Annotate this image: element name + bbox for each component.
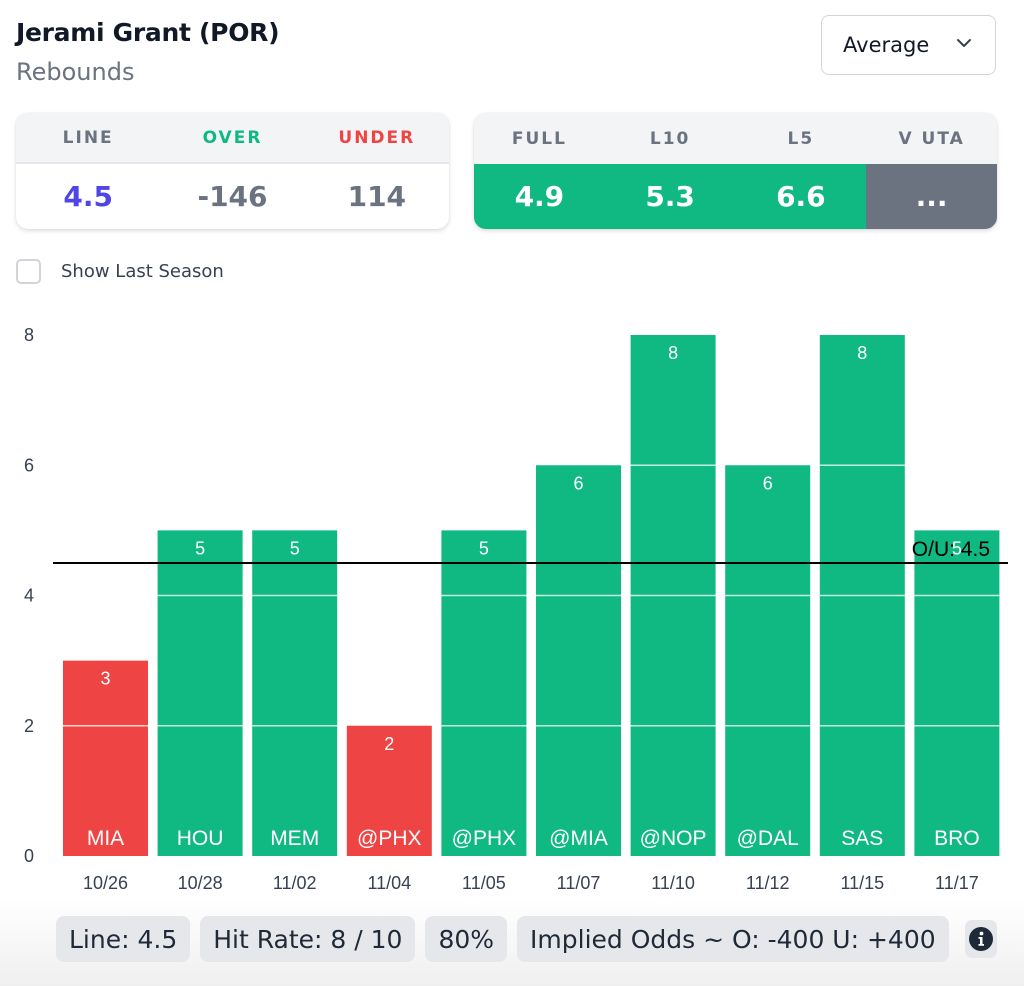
x-tick-label: 11/15 [840,873,884,893]
bar [157,530,243,856]
bar-opponent-label: @NOP [640,827,707,850]
bar [441,530,527,856]
bar-value-label: 6 [763,473,773,493]
rebounds-bar-chart: 0 2 4 6 8 3 MIA 10/26 5 HOU 10/28 5 MEM 11/02 2 @PHX 11/… [24,325,1008,893]
line-odds-card: LINE OVER UNDER 4.5 -146 114 [16,113,449,229]
player-title: Jerami Grant (POR) [16,18,280,47]
bar [346,725,432,856]
show-last-season-checkbox[interactable] [16,259,41,284]
mode-select[interactable]: Average [821,15,996,75]
bar-value-label: 3 [100,669,110,689]
bar [536,465,621,856]
over-header: OVER [202,127,263,148]
vs-opponent-header: V UTA [898,128,965,149]
info-button[interactable] [964,920,997,958]
bar-opponent-label: @PHX [357,827,422,850]
bar-value-label: 5 [952,538,962,558]
y-tick-label: 8 [24,325,34,345]
show-last-season-toggle[interactable]: Show Last Season [16,259,224,284]
full-header: FULL [511,128,567,149]
under-header: UNDER [338,127,416,148]
bar-value-label: 8 [857,343,867,363]
line-header: LINE [62,127,114,148]
under-odds-value: 114 [347,180,407,213]
y-tick-label: 0 [24,846,34,866]
bar-opponent-label: SAS [841,827,883,850]
ou-reference-label: O/U: 4.5 [912,538,990,561]
line-value: 4.5 [63,180,113,213]
implied-odds-pill: Implied Odds ~ O: -400 U: +400 [517,916,949,962]
summary-pills: Line: 4.5 Hit Rate: 8 / 10 80% Implied O… [56,916,997,962]
x-tick-label: 11/10 [651,873,695,893]
x-tick-label: 11/04 [367,873,411,893]
info-icon [968,927,993,951]
bar-value-label: 5 [479,538,489,558]
bar-opponent-label: MIA [87,827,124,850]
bar-opponent-label: @MIA [549,827,608,850]
bar-opponent-label: @PHX [452,827,517,850]
bar-value-label: 5 [195,538,205,558]
x-tick-label: 11/05 [462,873,506,893]
vs-opponent-avg-value: ... [866,164,997,229]
x-tick-label: 10/28 [178,873,223,893]
bar-opponent-label: @DAL [737,827,799,850]
y-tick-label: 6 [24,455,34,475]
bar-opponent-label: MEM [270,827,319,850]
l5-avg-value: 6.6 [735,164,867,229]
bar [725,465,811,856]
x-tick-label: 11/17 [935,873,979,893]
bar-value-label: 8 [668,343,678,363]
hit-percent-pill: 80% [425,916,508,962]
over-odds-value: -146 [197,180,268,213]
bar-value-label: 5 [290,538,300,558]
mode-select-value: Average [843,33,930,57]
bar-value-label: 2 [384,734,394,754]
chevron-down-icon [957,39,971,47]
bar [252,530,338,856]
bar [914,530,1000,856]
x-tick-label: 11/02 [273,873,317,893]
l5-header: L5 [787,128,815,149]
bar-opponent-label: BRO [934,827,980,850]
y-tick-label: 2 [24,716,34,736]
bar-value-label: 6 [573,473,583,493]
x-tick-label: 11/07 [557,873,601,893]
hit-rate-pill: Hit Rate: 8 / 10 [200,916,416,962]
line-pill: Line: 4.5 [56,916,191,962]
l10-avg-value: 5.3 [604,164,736,229]
x-tick-label: 10/26 [83,873,128,893]
full-avg-value: 4.9 [474,164,605,229]
bar [63,660,148,856]
x-tick-label: 11/12 [746,873,790,893]
stat-subtitle: Rebounds [16,58,135,86]
bar-opponent-label: HOU [177,827,224,850]
show-last-season-label: Show Last Season [61,261,224,282]
y-tick-label: 4 [24,586,34,606]
averages-card: FULL L10 L5 V UTA 4.9 5.3 6.6 ... [474,113,997,229]
l10-header: L10 [649,128,691,149]
